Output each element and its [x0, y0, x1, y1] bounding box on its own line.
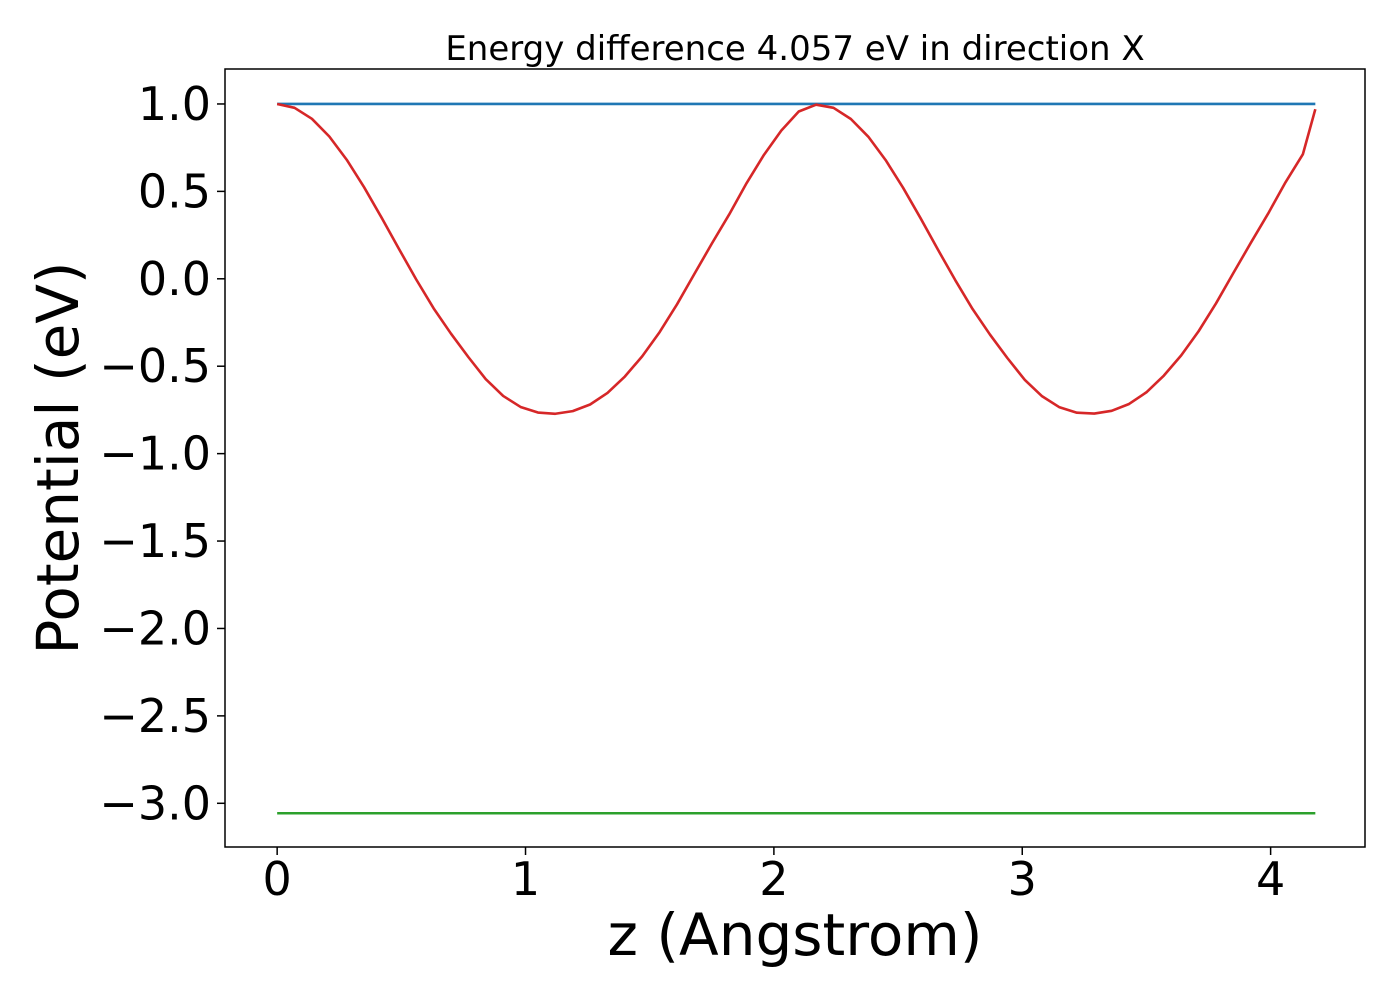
plot-frame [224, 68, 1366, 848]
y-tick-label: −3.0 [99, 776, 211, 830]
y-tick-label: 0.5 [138, 164, 211, 218]
x-tick-label: 0 [263, 852, 292, 906]
y-tick-label: 1.0 [138, 77, 211, 131]
x-tick-label: 4 [1256, 852, 1285, 906]
y-tick-label: −2.0 [99, 601, 211, 655]
x-axis-label: z (Angstrom) [608, 901, 983, 969]
y-tick-label: −2.5 [99, 689, 211, 743]
y-tick-label: 0.0 [138, 252, 211, 306]
series-line-2 [276, 102, 1317, 416]
y-axis-label: Potential (eV) [24, 261, 92, 654]
y-tick-label: −1.5 [99, 514, 211, 568]
x-tick-label: 1 [511, 852, 540, 906]
x-tick-label: 3 [1008, 852, 1037, 906]
x-tick-label: 2 [759, 852, 788, 906]
series-layer [276, 102, 1317, 815]
y-tick-label: −1.0 [99, 427, 211, 481]
y-tick-label: −0.5 [99, 339, 211, 393]
chart-title: Energy difference 4.057 eV in direction … [445, 29, 1144, 69]
tick-layer: 0 1 2 3 4 1.0 0.5 0.0 −0.5 −1.0 −1.5 −2.0 −2.5 −3.0 [99, 77, 1285, 906]
